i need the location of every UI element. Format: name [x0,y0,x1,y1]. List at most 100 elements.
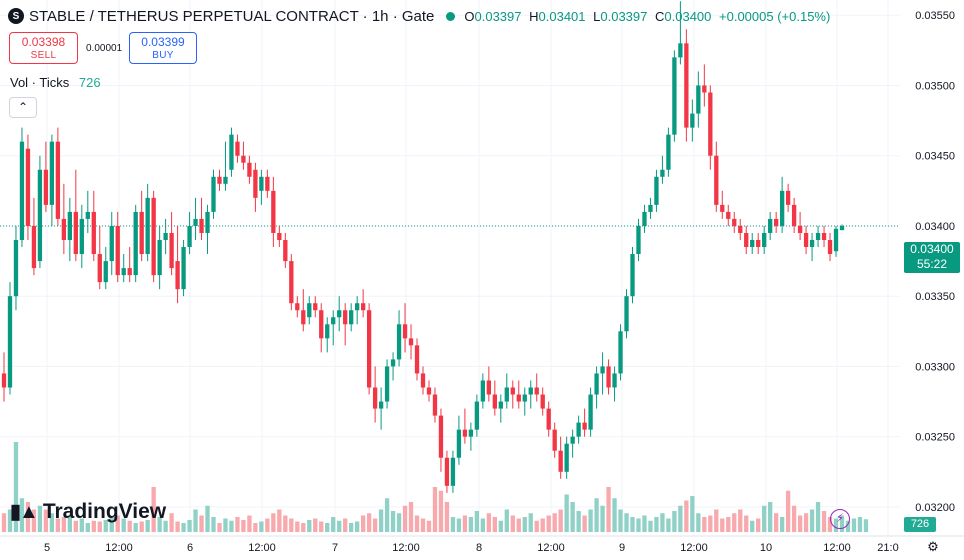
candle[interactable] [732,211,737,233]
candle[interactable] [390,352,396,381]
candle[interactable] [522,387,527,416]
candle[interactable] [690,99,695,142]
candle[interactable] [708,85,713,170]
candle[interactable] [666,127,671,177]
candle[interactable] [360,289,366,318]
candle[interactable] [277,225,282,248]
lightning-icon[interactable]: ⚡︎ [830,509,850,529]
candle[interactable] [492,380,497,416]
candle[interactable] [624,289,629,339]
volume-legend[interactable]: Vol · Ticks 726 [10,75,101,90]
candle[interactable] [768,211,773,240]
candle[interactable] [199,197,204,240]
candle[interactable] [241,141,246,170]
sell-button[interactable]: 0.03398 SELL [9,32,78,64]
candle[interactable] [636,218,641,262]
candle[interactable] [157,225,162,290]
buy-button[interactable]: 0.03399 BUY [129,32,197,64]
candle[interactable] [73,169,78,262]
candle[interactable] [540,387,545,416]
candle[interactable] [355,296,360,325]
candle[interactable] [25,134,31,240]
candle[interactable] [600,352,605,395]
candle[interactable] [145,183,150,262]
candle[interactable] [259,169,264,205]
candle[interactable] [672,50,677,142]
candle[interactable] [726,204,731,226]
candle[interactable] [31,197,37,276]
candle[interactable] [762,225,767,255]
candle[interactable] [235,134,240,163]
candle[interactable] [121,254,126,283]
candle[interactable] [109,211,114,276]
candle[interactable] [474,394,480,437]
candle[interactable] [450,450,456,493]
candle[interactable] [678,1,683,65]
candle[interactable] [498,394,503,423]
candle[interactable] [217,169,222,191]
candle[interactable] [187,211,192,255]
candle[interactable] [384,359,390,409]
candle[interactable] [331,310,336,346]
candle[interactable] [618,324,623,381]
candle[interactable] [510,380,515,409]
candle[interactable] [606,359,611,395]
candle[interactable] [133,204,138,283]
candle[interactable] [582,408,587,437]
candle[interactable] [408,324,414,360]
candle[interactable] [480,373,486,409]
candle[interactable] [486,366,491,402]
candle[interactable] [127,247,132,283]
candle[interactable] [516,380,521,409]
candle[interactable] [504,373,509,409]
candle[interactable] [396,310,402,367]
candle[interactable] [750,232,755,255]
candle[interactable] [37,155,43,269]
candle[interactable] [181,240,186,297]
candle[interactable] [570,429,575,458]
candle[interactable] [19,127,25,248]
candle[interactable] [827,232,833,262]
candle[interactable] [456,415,462,465]
candle[interactable] [815,225,821,248]
candle[interactable] [337,296,342,332]
candle[interactable] [139,190,144,262]
candle[interactable] [55,127,61,226]
candle[interactable] [325,317,330,353]
candle[interactable] [289,254,294,311]
candle[interactable] [420,366,426,395]
candle[interactable] [594,366,599,409]
candle[interactable] [307,296,312,325]
candle[interactable] [630,247,635,304]
candle[interactable] [774,211,779,233]
candle[interactable] [803,225,809,255]
candle[interactable] [821,225,827,248]
candle[interactable] [714,141,719,212]
candle[interactable] [797,211,803,240]
candle[interactable] [426,380,432,402]
candle[interactable] [654,169,659,212]
candle[interactable] [49,134,55,226]
candle[interactable] [648,197,653,219]
candle[interactable] [546,401,551,437]
candle[interactable] [558,436,563,479]
candle[interactable] [785,183,791,212]
candle[interactable] [462,408,468,444]
candle[interactable] [61,183,67,255]
candle[interactable] [193,197,198,240]
candle[interactable] [756,232,761,255]
candle[interactable] [1,352,7,402]
candle[interactable] [534,373,539,402]
candle[interactable] [366,303,372,395]
candle[interactable] [612,366,617,402]
candle[interactable] [223,141,228,191]
candle[interactable] [744,225,749,255]
candle[interactable] [378,387,384,430]
candle[interactable] [432,387,438,423]
candle[interactable] [684,29,689,142]
candle[interactable] [175,225,180,304]
candle[interactable] [588,387,593,437]
tradingview-logo[interactable]: ▮▲ TradingView [10,499,166,524]
candle[interactable] [265,169,270,198]
